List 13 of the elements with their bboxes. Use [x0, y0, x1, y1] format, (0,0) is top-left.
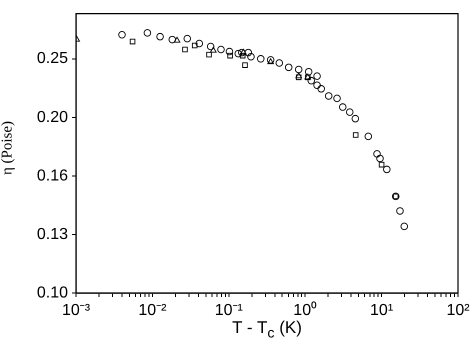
y-tick-label: 0.10: [36, 284, 68, 302]
y-tick-label: 0.20: [36, 108, 68, 126]
y-tick-label: 0.16: [36, 167, 68, 184]
x-tick-label: 10²: [446, 302, 470, 320]
x-tick-label: 10¹: [370, 302, 394, 320]
x-tick-label: 10⁻²: [138, 302, 168, 320]
y-tick-label: 0.25: [36, 50, 68, 68]
x-tick-label: 10⁰: [293, 301, 318, 320]
y-axis-title: η (Poise): [0, 120, 16, 176]
x-tick-label: 10⁻³: [62, 302, 91, 320]
x-tick-label: 10⁻¹: [214, 302, 243, 320]
x-axis-title: T - T$_{c}$ (K): [231, 318, 303, 342]
y-tick-label: 0.13: [36, 226, 68, 243]
